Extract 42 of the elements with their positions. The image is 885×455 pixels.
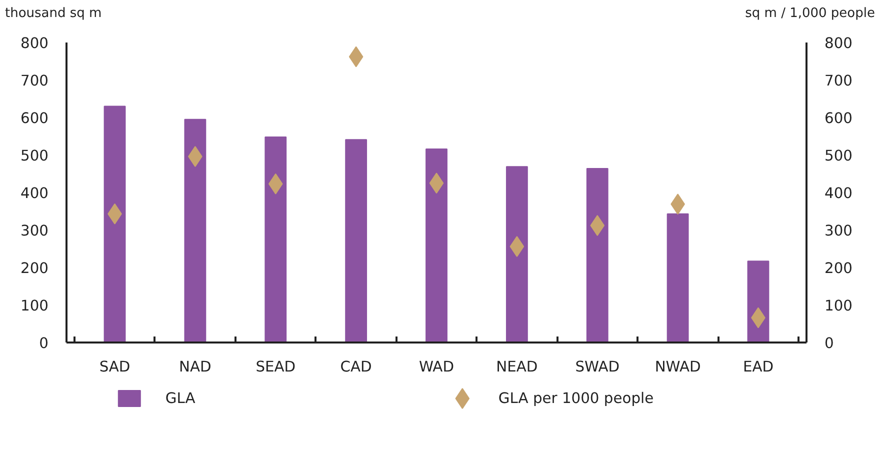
- legend-label: GLA: [165, 390, 196, 407]
- y-tick-label: 100: [20, 298, 49, 314]
- y-tick-label: 600: [20, 110, 49, 127]
- y2-tick-label: 400: [824, 185, 852, 202]
- x-tick-label: NAD: [179, 358, 212, 376]
- y2-tick-label: 500: [824, 148, 852, 164]
- y-tick-label: 0: [39, 335, 49, 352]
- bar: [586, 168, 608, 342]
- y-axis-title: thousand sq m: [5, 5, 102, 23]
- bar: [747, 260, 770, 342]
- bar: [666, 213, 689, 342]
- x-tick-label: NWAD: [654, 358, 701, 376]
- y2-tick-label: 300: [824, 222, 852, 240]
- point: [510, 236, 524, 257]
- y-tick-label: 800: [20, 35, 49, 52]
- x-tick-label: CAD: [340, 358, 372, 376]
- y2-tick-label: 700: [824, 72, 852, 90]
- point: [590, 215, 605, 236]
- x-tick-label: SEAD: [256, 358, 296, 376]
- y-tick-label: 700: [20, 72, 49, 90]
- bar: [184, 118, 206, 342]
- y2-axis-title: sq m / 1,000 people: [745, 5, 875, 23]
- bar: [264, 136, 287, 342]
- x-tick-label: EAD: [742, 358, 774, 376]
- y-tick-label: 200: [20, 260, 49, 277]
- bar: [506, 166, 528, 342]
- x-tick-label: SAD: [99, 358, 130, 376]
- y2-tick-label: 600: [824, 110, 852, 127]
- x-tick-label: SWAD: [575, 358, 620, 376]
- bar: [426, 148, 448, 342]
- x-tick-label: NEAD: [496, 358, 538, 376]
- bar: [345, 139, 368, 342]
- y-tick-label: 500: [20, 148, 49, 164]
- y-tick-label: 400: [20, 185, 49, 202]
- legend-label: GLA per 1000 people: [498, 390, 654, 407]
- y2-tick-label: 0: [824, 335, 834, 352]
- y2-tick-label: 100: [824, 298, 852, 314]
- x-tick-label: WAD: [419, 358, 454, 376]
- bar: [104, 106, 126, 342]
- y2-tick-label: 800: [824, 35, 852, 52]
- y-tick-label: 300: [20, 222, 49, 240]
- y2-tick-label: 200: [824, 260, 852, 277]
